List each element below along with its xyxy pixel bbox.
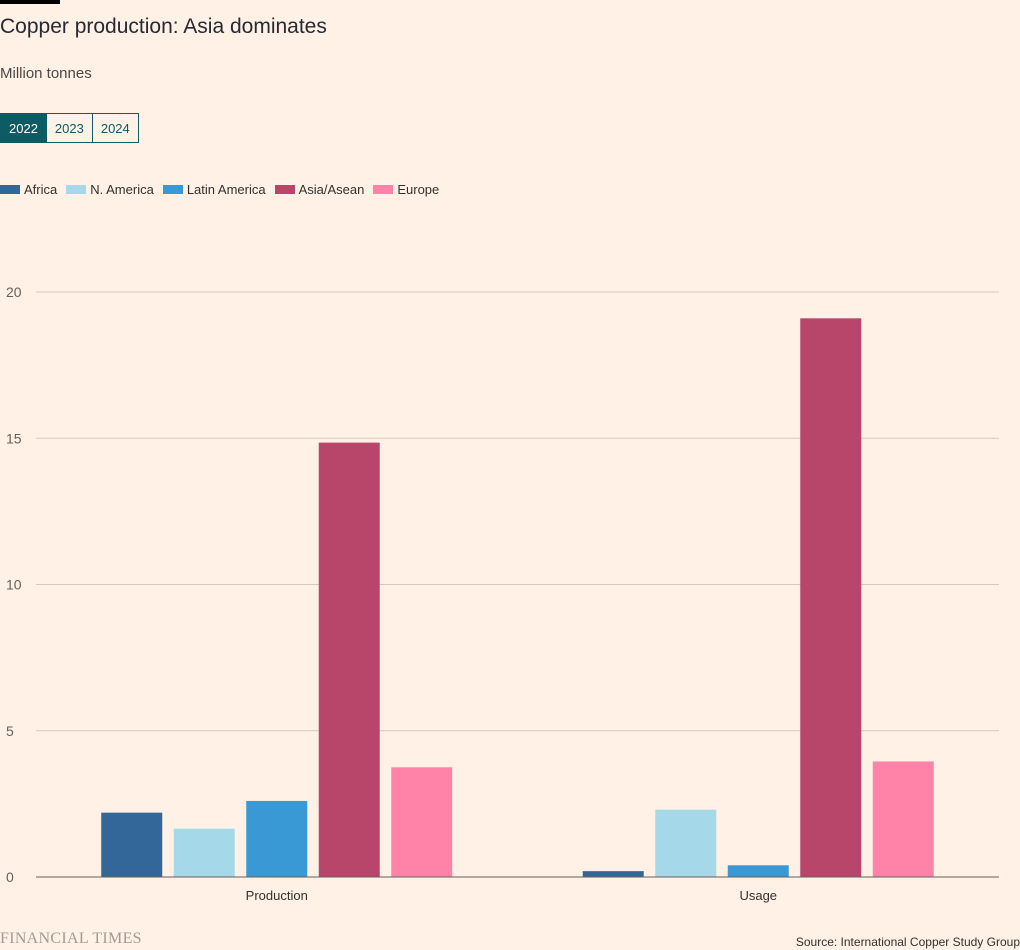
bar-production-latin-america	[246, 800, 308, 877]
bar-chart: 0 5 10 15 20 Production Usage	[6, 284, 999, 903]
y-tick-label-15: 15	[6, 430, 22, 446]
x-tick-label-production: Production	[246, 888, 308, 903]
legend-item-latin-america: Latin America	[162, 182, 266, 197]
ft-logo: FINANCIAL TIMES	[0, 930, 142, 947]
legend-item-asia-asean: Asia/Asean	[274, 182, 365, 197]
y-tick-label-10: 10	[6, 577, 22, 593]
legend-label-n-america: N. America	[90, 182, 154, 197]
bar-usage-n-america	[655, 809, 717, 877]
legend-label-asia-asean: Asia/Asean	[298, 182, 365, 197]
bar-production-asia-asean	[318, 442, 380, 877]
legend-swatch-n-america	[66, 185, 87, 194]
bar-usage-africa	[582, 871, 644, 877]
chart-title: Copper production: Asia dominates	[0, 15, 327, 38]
bar-usage-europe	[872, 761, 934, 877]
legend-swatch-europe	[373, 185, 394, 194]
y-tick-label-20: 20	[6, 284, 22, 300]
legend-swatch-africa	[0, 185, 20, 194]
bar-production-n-america	[173, 828, 235, 877]
top-rule	[0, 0, 60, 4]
bar-usage-asia-asean	[800, 318, 862, 877]
bar-production-europe	[391, 767, 453, 877]
y-tick-label-0: 0	[6, 869, 14, 885]
legend-label-europe: Europe	[397, 182, 440, 197]
legend-item-n-america: N. America	[66, 182, 154, 197]
legend-swatch-latin-america	[162, 185, 183, 194]
legend: Africa N. America Latin America Asia/Ase…	[0, 182, 448, 197]
legend-label-africa: Africa	[24, 182, 58, 197]
tab-2024[interactable]: 2024	[91, 113, 139, 143]
year-tabs: 2022 2023 2024	[0, 113, 139, 143]
legend-label-latin-america: Latin America	[186, 182, 266, 197]
legend-item-africa: Africa	[0, 182, 57, 197]
legend-item-europe: Europe	[373, 182, 439, 197]
bar-production-africa	[101, 812, 163, 877]
chart-subtitle: Million tonnes	[0, 65, 92, 82]
y-tick-label-5: 5	[6, 723, 14, 739]
source-note: Source: International Copper Study Group	[795, 935, 1020, 949]
x-tick-label-usage: Usage	[739, 888, 777, 903]
bar-usage-latin-america	[727, 865, 789, 877]
legend-swatch-asia-asean	[274, 185, 295, 194]
tab-2022[interactable]: 2022	[0, 113, 47, 143]
